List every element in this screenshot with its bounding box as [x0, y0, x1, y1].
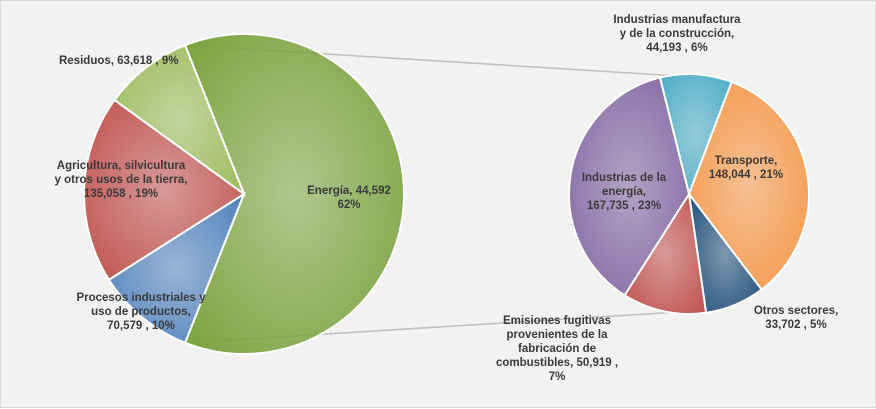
data-label-emisiones-fugitivas-provenientes-de-la-fabricacion-de-combustibles: Emisiones fugitivas provenientes de la fab…: [496, 315, 618, 383]
data-label-procesos-industriales-y-uso-de-productos-line: 70,579 , 10%: [107, 320, 175, 332]
data-label-energia-line: 62%: [337, 199, 360, 211]
data-label-agricultura-silvicultura-y-otros-usos-de-la-tierra-line: Agricultura, silvicultura: [57, 160, 186, 172]
data-label-procesos-industriales-y-uso-de-productos-line: uso de productos,: [91, 306, 191, 318]
data-label-residuos: Residuos, 63,618 , 9%: [59, 55, 179, 67]
data-label-otros-sectores-line: 33,702 , 5%: [765, 319, 826, 331]
data-label-emisiones-fugitivas-provenientes-de-la-fabricacion-de-combustibles-line: provenientes de la: [507, 329, 609, 341]
secondary-slice-industrias-de-la-energia: [568, 76, 691, 297]
data-label-industrias-de-la-energia-line: Industrias de la: [582, 172, 667, 184]
data-label-transporte: Transporte, 148,044 , 21%: [709, 155, 783, 181]
secondary-slice-transporte: [687, 80, 810, 291]
data-label-industrias-de-la-energia: Industrias de la energía, 167,735 , 23%: [582, 172, 667, 212]
data-label-industrias-manufactura-y-de-la-construccion-line: 44,193 , 6%: [646, 42, 707, 54]
data-label-otros-sectores: Otros sectores, 33,702 , 5%: [754, 305, 838, 331]
data-label-residuos-line: Residuos, 63,618 , 9%: [59, 55, 179, 67]
pie-slice-residuos: [113, 43, 247, 197]
data-label-industrias-manufactura-y-de-la-construccion-line: y de la construcción,: [620, 28, 734, 40]
data-label-emisiones-fugitivas-provenientes-de-la-fabricacion-de-combustibles-line: fabricación de: [518, 343, 596, 355]
data-label-industrias-manufactura-y-de-la-construccion-line: Industrias manufactura: [613, 14, 741, 26]
data-label-agricultura-silvicultura-y-otros-usos-de-la-tierra: Agricultura, silvicultura y otros usos de…: [55, 160, 188, 200]
data-label-emisiones-fugitivas-provenientes-de-la-fabricacion-de-combustibles-line: combustibles, 50,919 ,: [496, 357, 618, 369]
data-label-energia: Energía, 44,592 62%: [307, 185, 391, 211]
pie-slice-procesos-industriales-y-uso-de-productos: [107, 191, 247, 345]
secondary-slice-emisiones-fugitivas-provenientes-de-la-fabricacion-de-combustibles: [623, 191, 708, 316]
data-label-transporte-line: Transporte,: [715, 155, 778, 167]
data-label-industrias-de-la-energia-line: 167,735 , 23%: [587, 200, 661, 212]
data-label-industrias-manufactura-y-de-la-construccion: Industrias manufactura y de la construcci…: [613, 14, 741, 54]
data-label-procesos-industriales-y-uso-de-productos: Procesos industriales y uso de productos,…: [76, 292, 206, 332]
data-label-procesos-industriales-y-uso-de-productos-line: Procesos industriales y: [76, 292, 206, 304]
data-label-industrias-de-la-energia-line: energía,: [602, 186, 646, 198]
data-label-emisiones-fugitivas-provenientes-de-la-fabricacion-de-combustibles-line: 7%: [549, 371, 566, 383]
data-label-transporte-line: 148,044 , 21%: [709, 169, 783, 181]
pie-slice-energia: [183, 33, 406, 355]
pie-slice-agricultura-silvicultura-y-otros-usos-de-la-tierra: [83, 98, 246, 282]
data-label-otros-sectores-line: Otros sectores,: [754, 305, 838, 317]
data-label-agricultura-silvicultura-y-otros-usos-de-la-tierra-line: 135,058 , 19%: [84, 188, 158, 200]
data-label-emisiones-fugitivas-provenientes-de-la-fabricacion-de-combustibles-line: Emisiones fugitivas: [503, 315, 611, 327]
data-label-energia-line: Energía, 44,592: [307, 185, 391, 197]
data-label-agricultura-silvicultura-y-otros-usos-de-la-tierra-line: y otros usos de la tierra,: [55, 174, 188, 186]
